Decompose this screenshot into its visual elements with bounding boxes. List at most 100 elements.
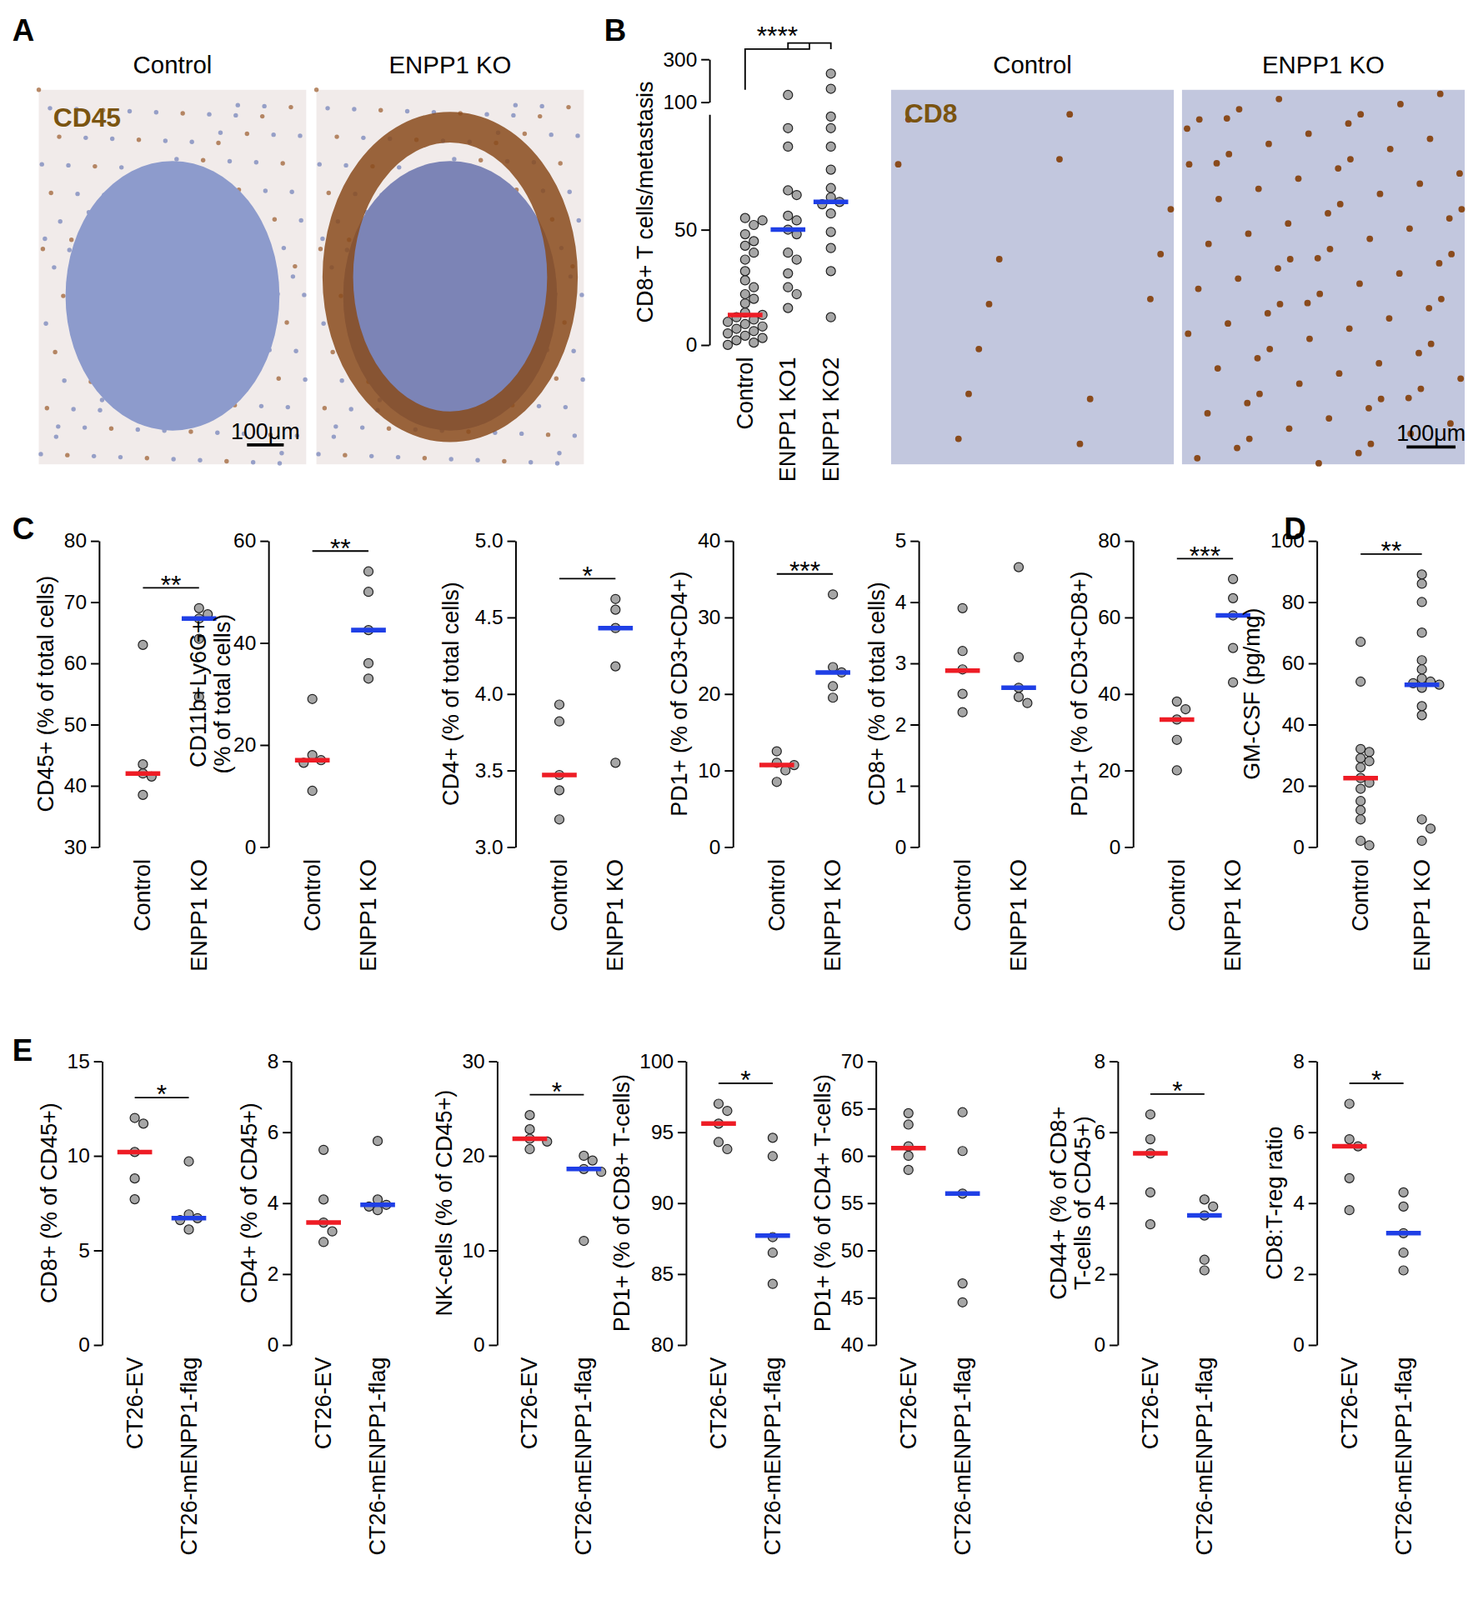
texture — [1195, 285, 1203, 293]
texture — [1377, 395, 1385, 403]
image-frame — [891, 90, 1174, 465]
texture — [200, 158, 206, 163]
axis-line — [101, 1062, 104, 1346]
texture — [127, 109, 132, 114]
texture — [1386, 315, 1393, 322]
data-point — [826, 84, 836, 94]
tick: 50 — [64, 713, 100, 737]
tick-mark — [1109, 1273, 1118, 1276]
texture — [58, 219, 63, 224]
data-point — [791, 215, 802, 226]
chart: 050100300CD8+ T cells/metastasisControlE… — [632, 20, 849, 482]
tick-mark — [282, 1061, 291, 1063]
data-point — [749, 294, 759, 304]
texture — [522, 131, 527, 136]
data-point — [714, 1099, 724, 1109]
tick-label: 100 — [662, 90, 697, 114]
tick: 10 — [67, 1144, 103, 1168]
data-point — [579, 1237, 589, 1247]
significance-label: * — [551, 1077, 562, 1108]
chart: 02468CD44+ (% of CD8+T-cells of CD45+)CT… — [1046, 1050, 1223, 1557]
axis-line — [496, 1062, 499, 1346]
texture — [895, 160, 902, 168]
median-bar — [598, 626, 634, 632]
texture — [1387, 145, 1394, 153]
plot-area — [512, 1111, 607, 1247]
texture — [563, 405, 568, 410]
texture — [206, 111, 211, 116]
texture — [293, 349, 298, 354]
data-point — [749, 338, 759, 348]
texture — [1234, 275, 1242, 282]
median-bar — [945, 668, 981, 674]
chart: 020406080PD1+ (% of CD3+CD8+)ControlENPP… — [1067, 529, 1250, 972]
tick-mark — [867, 1061, 877, 1063]
tick-mark — [1308, 1273, 1318, 1276]
data-point — [740, 275, 750, 286]
y-axis-label: PD1+ (% of CD4+ T-cells) — [810, 1074, 836, 1333]
category-label: ENPP1 KO2 — [818, 357, 844, 483]
texture — [1355, 450, 1363, 457]
tick: 8 — [1093, 1050, 1118, 1073]
tick-label: 0 — [78, 1333, 91, 1357]
tick: 60 — [841, 1144, 877, 1168]
tick: 80 — [64, 529, 100, 552]
texture — [1245, 230, 1253, 238]
data-point — [1364, 756, 1374, 767]
y-axis-label: (% of total cells) — [210, 614, 236, 775]
tick: 80 — [651, 1333, 687, 1357]
significance-label: ** — [1381, 536, 1403, 567]
category-label: CT26-mENPP1-flag — [950, 1357, 976, 1557]
tick-label: 85 — [651, 1262, 674, 1286]
tick: 80 — [1097, 529, 1133, 552]
texture — [1255, 185, 1263, 193]
y-axis: 40455055606570 — [841, 1050, 877, 1357]
texture — [580, 377, 585, 382]
significance-label: * — [581, 561, 592, 592]
tick: 100 — [662, 90, 710, 114]
tick-label: 100 — [639, 1050, 674, 1073]
tick-label: 8 — [267, 1050, 280, 1073]
texture — [54, 434, 59, 439]
data-point — [525, 1111, 535, 1121]
tick-mark — [910, 846, 919, 849]
texture — [1224, 320, 1232, 327]
data-point — [1417, 665, 1427, 675]
axis-line — [268, 541, 271, 848]
data-point — [957, 1297, 967, 1308]
texture — [1265, 140, 1273, 148]
texture — [1264, 310, 1272, 317]
image-frame — [316, 90, 585, 465]
y-axis: 02468 — [1292, 1050, 1318, 1357]
category-label: CT26-EV — [310, 1357, 336, 1451]
tick-label: 80 — [651, 1333, 674, 1357]
y-axis: 02468 — [267, 1050, 292, 1357]
tick: 2 — [1292, 1262, 1317, 1286]
texture — [475, 458, 480, 463]
tick: 40 — [1282, 713, 1318, 737]
tick: 40 — [841, 1333, 877, 1357]
data-point — [1356, 784, 1366, 794]
data-point — [783, 282, 793, 292]
texture — [333, 424, 338, 429]
texture — [315, 451, 321, 456]
tick: 4.5 — [475, 606, 517, 629]
category-label: CT26-mENPP1-flag — [571, 1357, 597, 1557]
texture — [1346, 325, 1353, 332]
data-point — [1417, 701, 1427, 712]
texture — [449, 456, 454, 461]
texture — [996, 255, 1003, 263]
median-bar — [305, 1220, 341, 1226]
tick: 95 — [651, 1121, 687, 1144]
texture — [1437, 90, 1444, 98]
texture — [197, 458, 202, 463]
tick-label: 2 — [895, 713, 907, 737]
data-point — [364, 566, 374, 577]
panel-label: E — [12, 1033, 34, 1068]
texture — [314, 87, 319, 92]
texture — [1345, 120, 1353, 127]
tick-label: 60 — [1282, 651, 1305, 675]
tick-mark — [90, 663, 100, 666]
tick-mark — [1308, 1202, 1318, 1205]
data-point — [771, 777, 782, 787]
